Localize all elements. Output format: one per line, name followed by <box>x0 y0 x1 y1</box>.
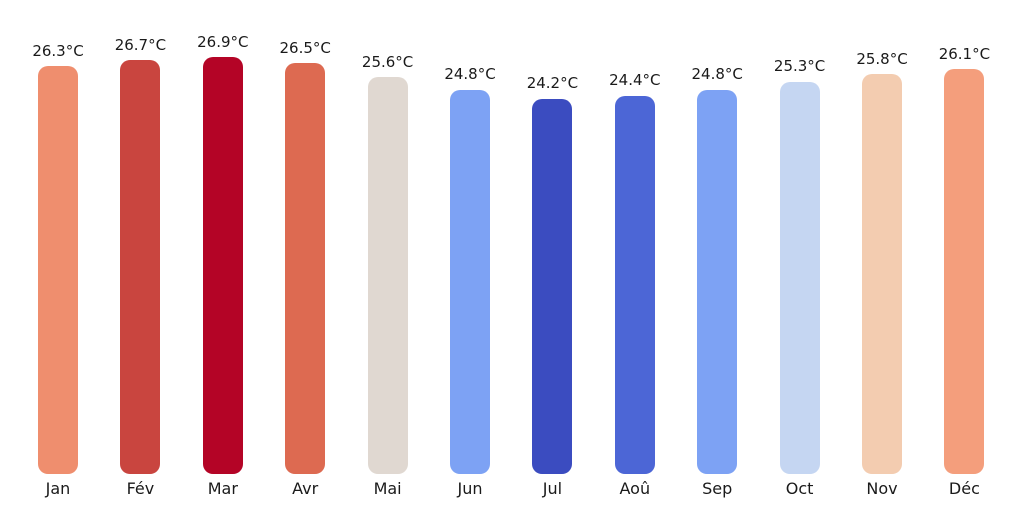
bar <box>367 77 408 474</box>
bar-month-label: Jan <box>45 479 71 498</box>
bar <box>38 66 78 474</box>
bar-group-nov: 25.8°C Nov <box>841 49 923 497</box>
bar <box>944 69 985 474</box>
bar-month-label: Oct <box>785 479 814 498</box>
bar-value-label: 24.2°C <box>526 74 579 93</box>
bar-group-fév: 26.7°C Fév <box>99 35 181 497</box>
bar-month-label: Jul <box>542 479 563 498</box>
bar-group-jun: 24.8°C Jun <box>429 65 511 497</box>
bar-value-label: 24.4°C <box>609 71 661 90</box>
bar-month-label: Jun <box>457 479 483 498</box>
bar-month-label: Fév <box>126 479 155 498</box>
bar <box>450 89 490 474</box>
bar-group-mar: 26.9°C Mar <box>182 32 264 498</box>
bar <box>779 81 820 474</box>
bar-group-sep: 24.8°C Sep <box>676 65 758 497</box>
bar <box>614 95 655 474</box>
bar-value-label: 25.6°C <box>361 52 414 71</box>
bar <box>862 74 902 474</box>
bar-month-label: Avr <box>292 479 319 498</box>
bar <box>120 60 161 474</box>
bar-value-label: 25.8°C <box>856 49 908 68</box>
bar-group-aoû: 24.4°C Aoû <box>594 71 676 497</box>
bar-group-jan: 26.3°C Jan <box>17 41 99 497</box>
bar-value-label: 25.3°C <box>773 57 826 76</box>
bar-value-label: 26.5°C <box>279 38 331 57</box>
bar-group-mai: 25.6°C Mai <box>347 52 429 497</box>
bar-month-label: Mar <box>207 479 238 498</box>
bar-value-label: 26.7°C <box>114 35 167 54</box>
bar-value-label: 26.1°C <box>938 44 991 63</box>
bar-month-label: Sep <box>702 479 733 498</box>
bar-month-label: Aoû <box>619 479 651 498</box>
bar-group-déc: 26.1°C Déc <box>923 44 1005 497</box>
bar-month-label: Mai <box>373 479 402 498</box>
bar-group-jul: 24.2°C Jul <box>511 74 593 497</box>
bar-group-avr: 26.5°C Avr <box>264 38 346 497</box>
bar <box>285 63 326 474</box>
bar <box>532 98 573 474</box>
bar <box>697 89 738 474</box>
bar-value-label: 26.9°C <box>197 32 249 51</box>
bar-value-label: 24.8°C <box>691 65 743 84</box>
bar-month-label: Déc <box>948 479 980 498</box>
bar-value-label: 26.3°C <box>32 41 84 60</box>
bar-month-label: Nov <box>866 479 898 498</box>
bar-group-oct: 25.3°C Oct <box>759 57 841 497</box>
bar <box>202 57 243 474</box>
bar-value-label: 24.8°C <box>444 65 496 84</box>
